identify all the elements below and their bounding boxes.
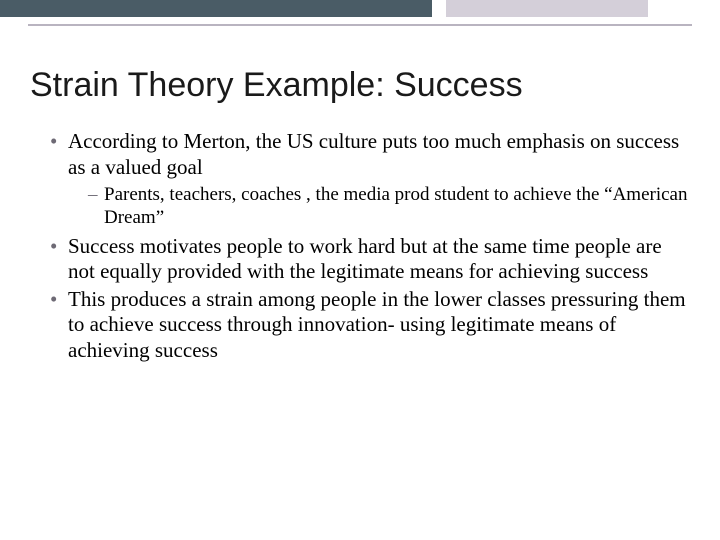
top-bar-dark	[0, 0, 432, 17]
list-item: Success motivates people to work hard bu…	[50, 234, 690, 285]
bullet-list: According to Merton, the US culture puts…	[30, 129, 690, 364]
slide: Strain Theory Example: Success According…	[0, 0, 720, 540]
list-item-text: Parents, teachers, coaches , the media p…	[104, 184, 687, 228]
list-item: This produces a strain among people in t…	[50, 287, 690, 364]
list-item: According to Merton, the US culture puts…	[50, 129, 690, 230]
sub-bullet-list: Parents, teachers, coaches , the media p…	[68, 183, 690, 229]
list-item-text: Success motivates people to work hard bu…	[68, 234, 662, 284]
top-divider-line	[28, 24, 692, 26]
slide-content: Strain Theory Example: Success According…	[30, 66, 690, 366]
top-decorative-bar	[0, 0, 720, 28]
slide-title: Strain Theory Example: Success	[30, 66, 690, 105]
top-bar-light	[446, 0, 648, 17]
list-item-text: This produces a strain among people in t…	[68, 287, 686, 362]
list-item: Parents, teachers, coaches , the media p…	[88, 183, 690, 229]
list-item-text: According to Merton, the US culture puts…	[68, 129, 679, 179]
